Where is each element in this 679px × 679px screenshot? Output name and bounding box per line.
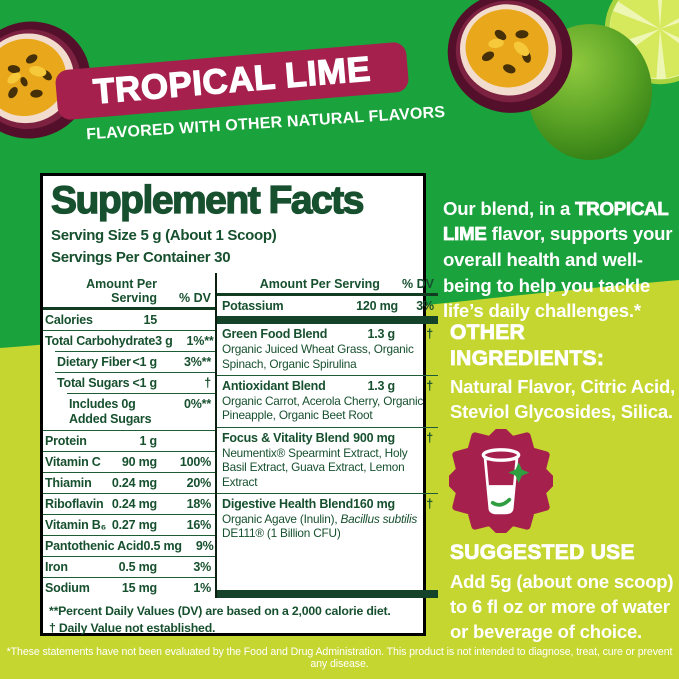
supplement-facts-panel: Supplement Facts Serving Size 5 g (About…: [40, 173, 438, 636]
servings-per-container: Servings Per Container 30: [51, 248, 231, 266]
blurb-flavor-name: TROPICAL LIME: [443, 197, 669, 245]
table-row: Total Carbohydrate 3 g 1%**: [43, 330, 215, 351]
facts-columns: Amount Per Serving % DV Calories 15 Tota…: [43, 273, 438, 599]
left-column-header: Amount Per Serving % DV: [43, 273, 215, 311]
blend-ingredients: Organic Carrot, Acerola Cherry, Organic …: [222, 394, 424, 423]
blend-ingredients: Organic Agave (Inulin), Bacillus subtili…: [222, 512, 418, 541]
blend-row: Antioxidant Blend 1.3 g † Organic Carrot…: [217, 375, 438, 427]
table-row: Vitamin B₆ 0.27 mg 16%: [43, 514, 215, 535]
supplement-facts-title: Supplement Facts: [50, 179, 365, 222]
table-row: Potassium 120 mg 3%: [222, 299, 434, 314]
fda-disclaimer: *These statements have not been evaluate…: [6, 646, 673, 670]
footnote-dagger: † Daily Value not established.: [49, 620, 216, 635]
other-ingredients-list: Natural Flavor, Citric Acid, Steviol Gly…: [450, 376, 676, 422]
product-blurb: Our blend, in a TROPICAL LIME flavor, su…: [443, 197, 673, 322]
table-row: Includes 0g Added Sugars 0%**: [67, 393, 215, 430]
blend-ingredients: Neumentix® Spearmint Extract, Holy Basil…: [222, 445, 408, 489]
table-row: Thiamin 0.24 mg 20%: [43, 472, 215, 493]
table-row: Iron 0.5 mg 3%: [43, 556, 215, 577]
facts-left-column: Amount Per Serving % DV Calories 15 Tota…: [43, 273, 215, 598]
drink-glass-badge-icon: [449, 429, 553, 533]
other-ingredients-title: OTHER INGREDIENTS:: [450, 321, 605, 371]
blend-row: Digestive Health Blend 160 mg † Organic …: [217, 493, 438, 545]
table-row: Riboflavin 0.24 mg 18%: [43, 493, 215, 514]
table-row: Dietary Fiber <1 g 3%**: [55, 351, 215, 372]
serving-size: Serving Size 5 g (About 1 Scoop): [51, 226, 277, 244]
suggested-use-text: Add 5g (about one scoop) to 6 fl oz or m…: [450, 571, 674, 642]
blend-ingredients: Organic Juiced Wheat Grass, Organic Spin…: [222, 342, 414, 371]
footnotes: **Percent Daily Values (DV) are based on…: [43, 598, 423, 640]
footnote-dv: **Percent Daily Values (DV) are based on…: [49, 604, 391, 619]
divider-bar: [217, 316, 438, 325]
table-row: Sodium 15 mg 1%: [43, 577, 215, 598]
facts-right-column: Amount Per Serving % DV Potassium 120 mg…: [215, 273, 438, 599]
divider-bar: [217, 590, 438, 599]
passion-fruit-right-image: [447, 0, 573, 113]
table-row: Total Sugars <1 g †: [55, 372, 215, 393]
table-row: Pantothenic Acid 0.5 mg 9%: [43, 535, 215, 556]
table-row: Protein 1 g: [43, 430, 215, 451]
table-row: Vitamin C 90 mg 100%: [43, 451, 215, 472]
blend-row: Green Food Blend 1.3 g † Organic Juiced …: [217, 324, 438, 375]
right-column-header: Amount Per Serving % DV: [217, 273, 438, 297]
sparkle-icon: [508, 462, 530, 484]
blend-row: Focus & Vitality Blend 900 mg † Neumenti…: [217, 426, 438, 493]
suggested-use-title: SUGGESTED USE: [450, 541, 635, 565]
table-row: Calories 15: [45, 313, 157, 328]
